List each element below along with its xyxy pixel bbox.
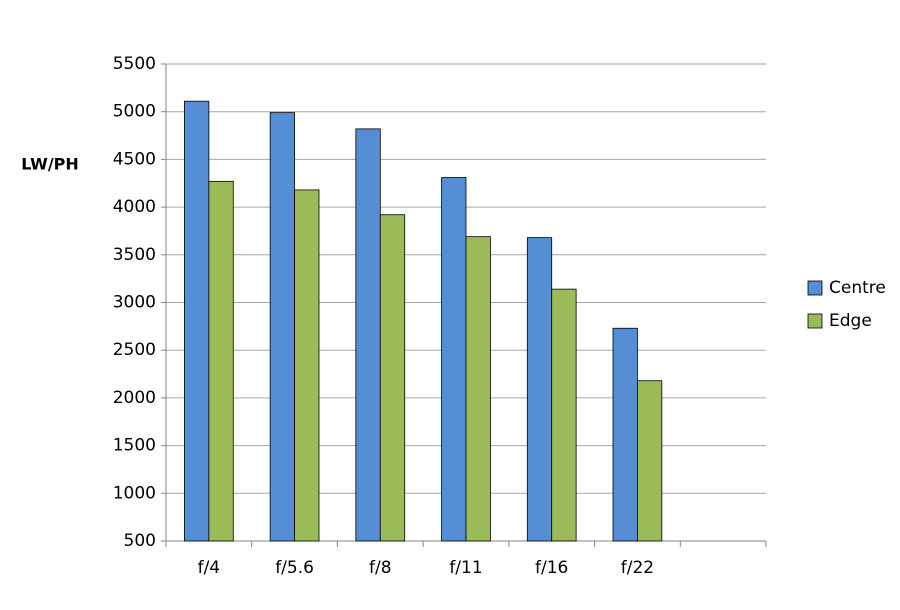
y-tick-label: 2000 [113, 388, 156, 408]
y-tick-label: 3500 [113, 245, 156, 265]
y-tick-label: 1000 [113, 483, 156, 503]
y-tick-label: 2500 [113, 340, 156, 360]
x-tick-label: f/5.6 [275, 558, 314, 578]
bar [294, 189, 320, 542]
legend-label: Centre [829, 278, 886, 298]
y-tick-label: 5000 [113, 102, 156, 122]
legend-swatch [807, 280, 823, 296]
x-tick-label: f/8 [369, 558, 392, 578]
bar [526, 237, 553, 542]
y-tick-label: 4500 [113, 149, 156, 169]
legend-label: Edge [829, 311, 872, 331]
y-tick-label: 500 [124, 531, 156, 551]
x-tick-label: f/4 [198, 558, 221, 578]
y-tick-label: 3000 [113, 293, 156, 313]
bar [355, 128, 381, 542]
bar [612, 327, 638, 542]
bar [465, 236, 491, 542]
x-tick-label: f/22 [621, 558, 654, 578]
y-tick-label: 1500 [113, 436, 156, 456]
bar [551, 288, 577, 542]
bar [184, 100, 210, 542]
bar [208, 180, 234, 542]
y-tick-label: 4000 [113, 197, 156, 217]
legend-swatch [807, 313, 823, 329]
bar [269, 112, 295, 542]
bar [441, 177, 467, 542]
x-tick-label: f/16 [535, 558, 568, 578]
y-axis-label: LW/PH [21, 155, 79, 174]
y-tick-label: 5500 [113, 54, 156, 74]
bar [637, 380, 663, 542]
x-tick-label: f/11 [449, 558, 482, 578]
bar [379, 214, 406, 542]
